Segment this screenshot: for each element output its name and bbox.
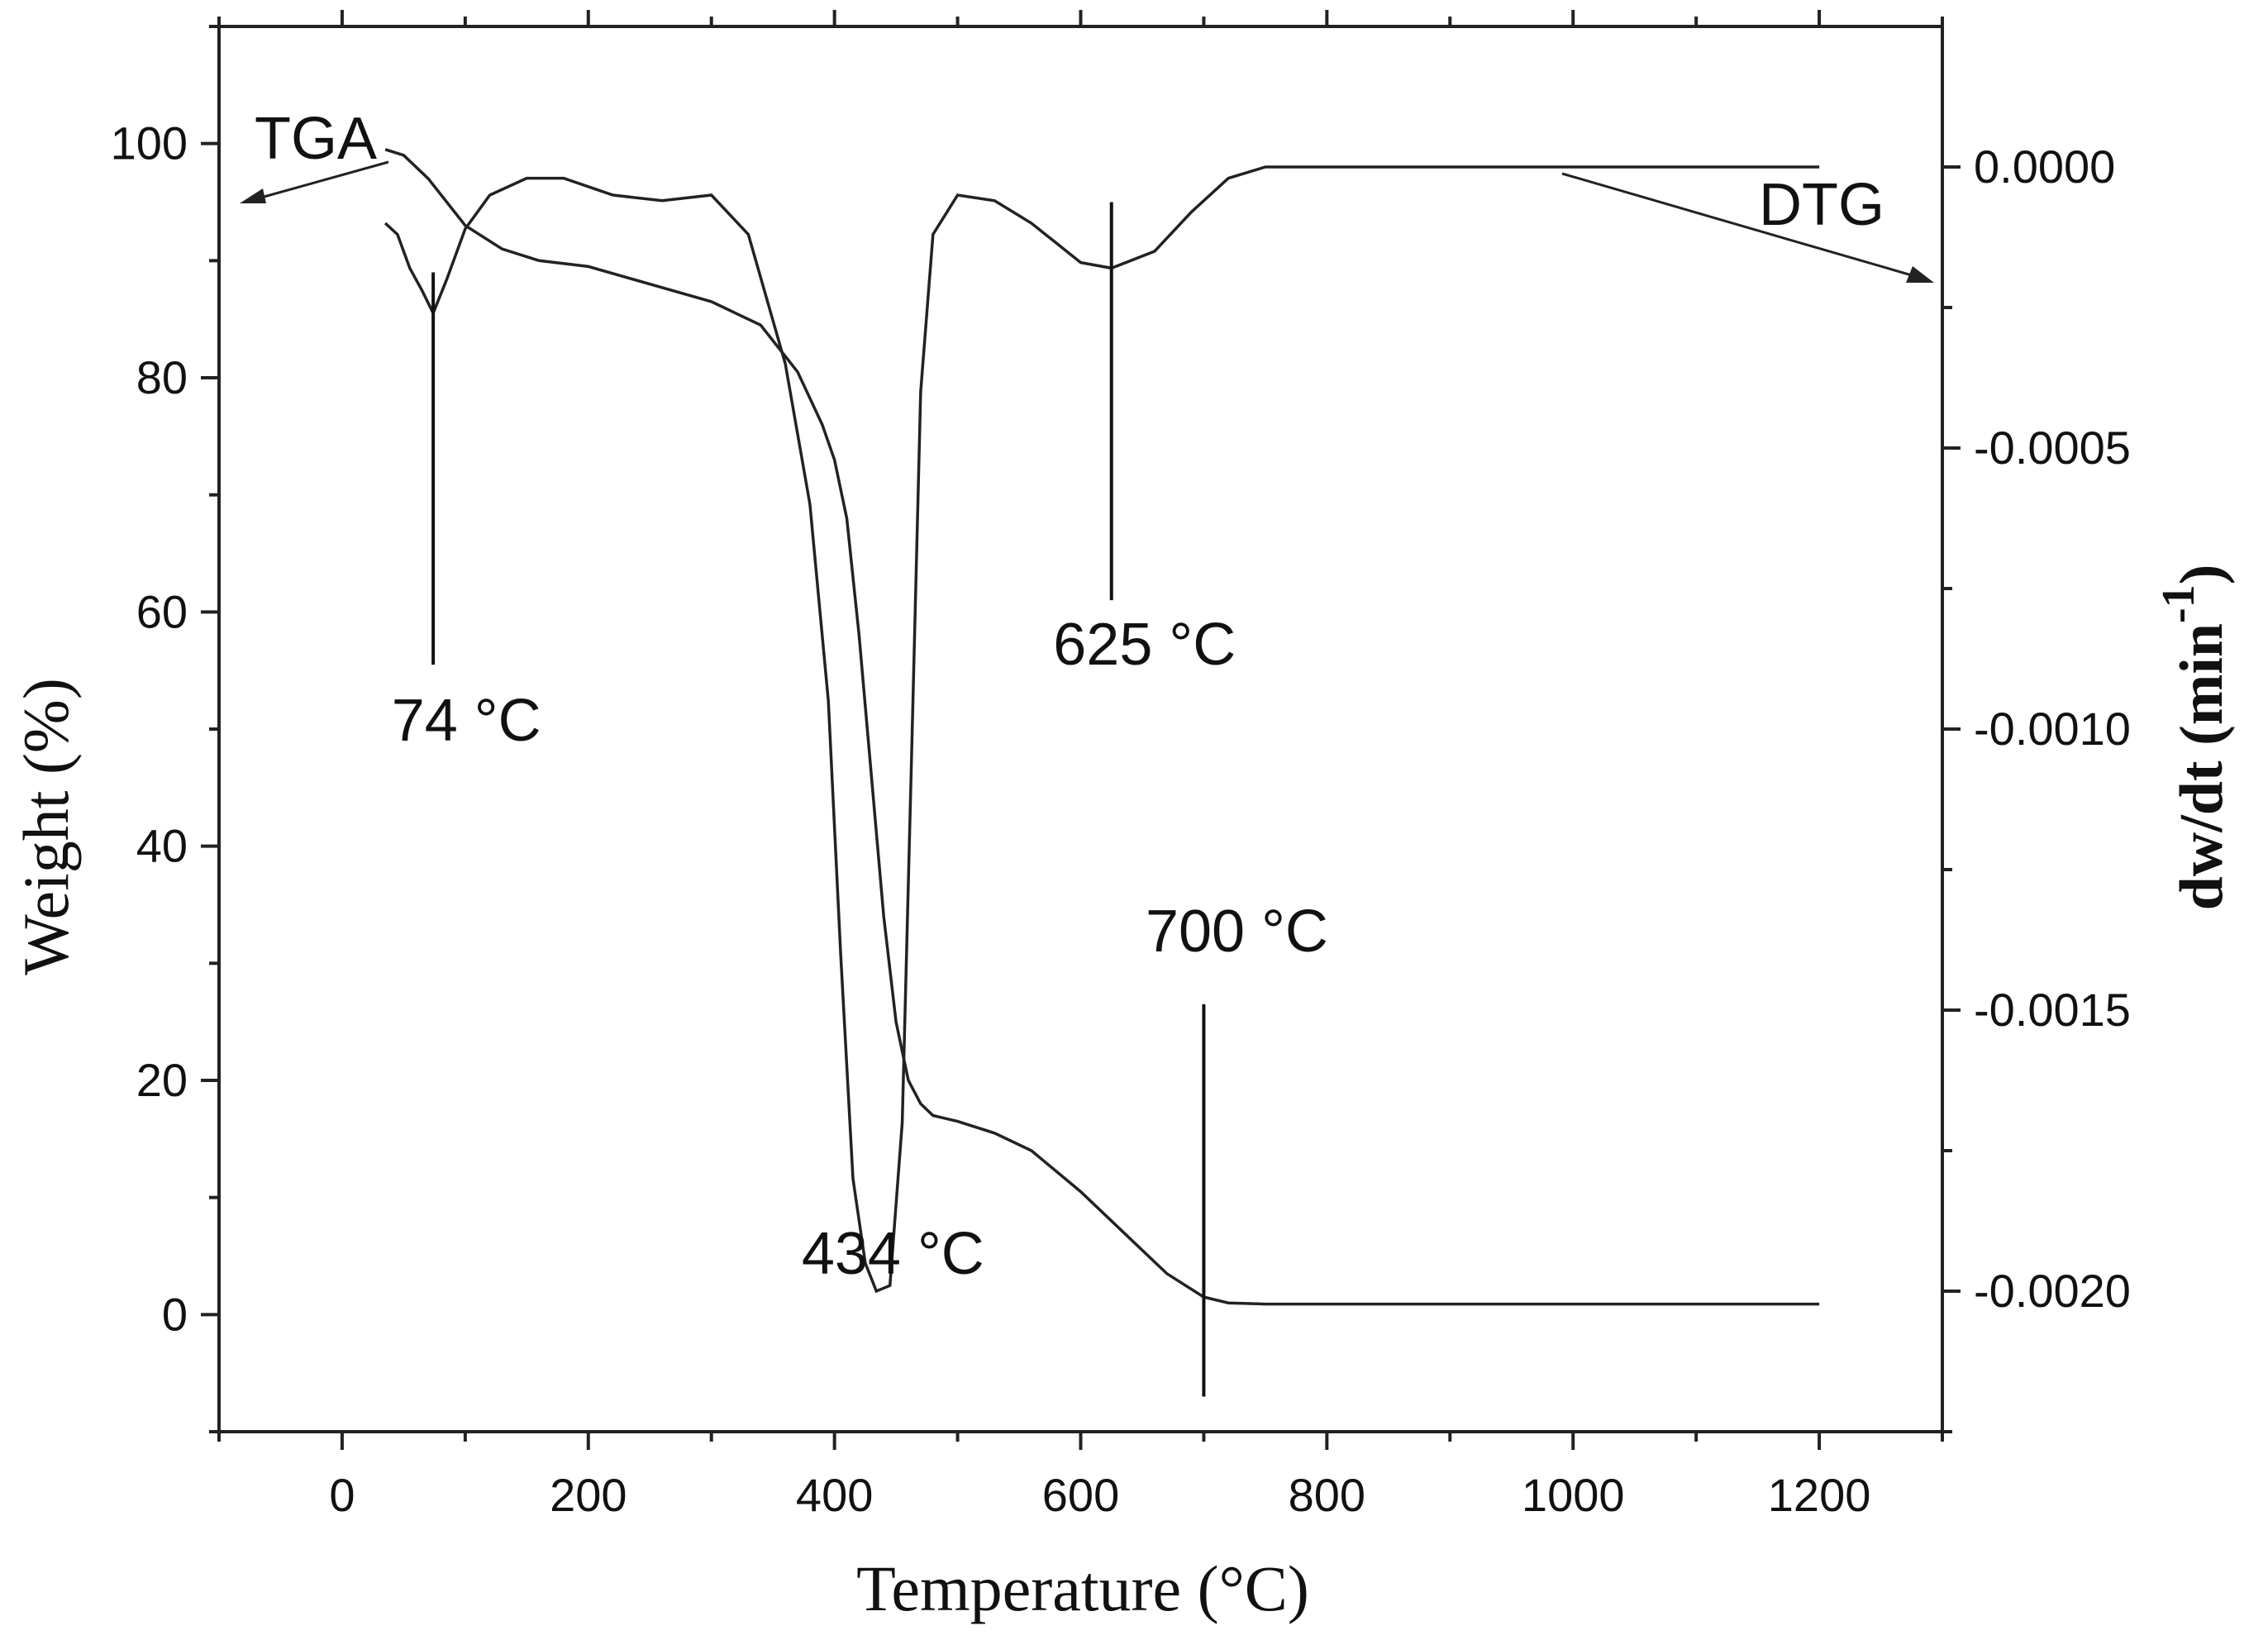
tga-label: TGA [255,106,377,172]
annotation-label-74: 74 °C [392,688,541,754]
y-right-tick-label-0: 0.0000 [1974,141,2115,193]
x-tick-label-1200: 1200 [1768,1469,1871,1521]
x-tick-label-600: 600 [1042,1469,1119,1521]
annotation-label-434: 434 °C [802,1221,984,1287]
y-left-tick-label-60: 60 [136,585,188,637]
dtg-arrowhead [1906,266,1934,283]
left-y-axis-title: Weight (%) [10,678,82,975]
x-tick-label-1000: 1000 [1522,1469,1625,1521]
y-right-tick-label-2: -0.0010 [1974,703,2131,755]
y-right-tick-label-4: -0.0020 [1974,1265,2131,1317]
annotation-layer: 74 °C 434 °C 625 °C 700 °C [392,202,1328,1397]
y-right-tick-label-1: -0.0005 [1974,422,2131,474]
x-axis-ticks: 0 200 400 600 800 1000 1200 [217,10,1944,1521]
tga-arrow [245,160,389,203]
right-y-axis-title: dw/dt (min-1) [2153,565,2236,911]
left-y-axis-ticks: 0 20 40 60 80 100 [111,25,219,1433]
series-layer [384,148,1820,1306]
series-dtg-line [384,165,1820,1294]
annotation-label-625: 625 °C [1053,612,1236,678]
annotation-label-700: 700 °C [1146,899,1328,965]
y-left-tick-label-80: 80 [136,351,188,403]
dtg-arrow [1561,172,1927,281]
x-tick-label-400: 400 [796,1469,873,1521]
right-y-axis-title-sup: -1 [2153,584,2204,623]
y-right-tick-label-3: -0.0015 [1974,984,2131,1036]
y-left-tick-label-40: 40 [136,820,188,872]
y-left-tick-label-20: 20 [136,1054,188,1106]
right-y-axis-ticks: 0.0000 -0.0005 -0.0010 -0.0015 -0.0020 [1942,141,2131,1433]
x-tick-label-200: 200 [550,1469,627,1521]
x-axis-title: Temperature (°C) [856,1552,1309,1624]
right-y-axis-title-close: ) [2168,565,2236,585]
y-left-tick-label-0: 0 [162,1288,188,1340]
dtg-label: DTG [1759,172,1884,238]
tga-arrowhead [240,188,266,203]
x-tick-label-0: 0 [329,1469,355,1521]
y-left-tick-label-100: 100 [111,117,188,169]
right-y-axis-title-base: dw/dt (min [2168,623,2236,910]
x-tick-label-800: 800 [1289,1469,1365,1521]
series-tga-line [384,148,1820,1306]
